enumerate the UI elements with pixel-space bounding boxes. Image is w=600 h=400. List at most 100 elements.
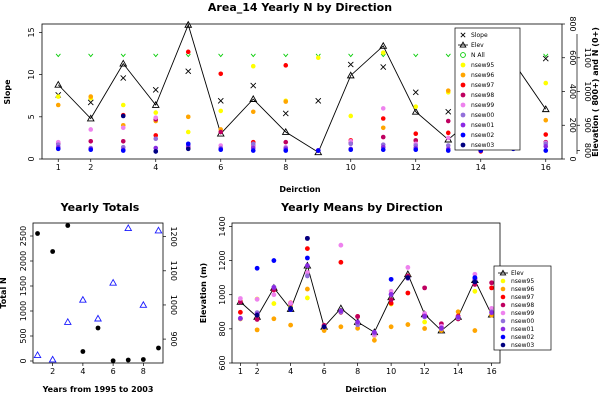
chart-top-point-elev	[346, 71, 355, 79]
chart-top-point-nall	[153, 53, 159, 58]
chart-top-legend-label: nsew99	[471, 102, 494, 109]
chart-means-point-nsew96	[288, 322, 294, 328]
chart-means-point-nsew96	[422, 326, 428, 331]
chart-means-xtick-label: 16	[487, 367, 497, 376]
chart-top-point-nsew98	[218, 129, 224, 135]
chart-top-legend-label: nsew96	[471, 72, 494, 79]
chart-means-point-nsew01	[388, 291, 394, 297]
chart-totals-ytick-label: 500	[19, 328, 28, 343]
chart-means-point-nsew97	[237, 309, 243, 315]
chart-totals-y2tick-label: 1000	[169, 295, 178, 315]
chart-top-point-nsew01	[153, 145, 159, 151]
chart-top-y2label: Elevation ( 800+) and N (0+)	[591, 27, 600, 157]
chart-top-point-slope	[282, 110, 289, 117]
chart-top-point-nsew96	[88, 94, 94, 99]
chart-top-legend-label: Elev	[471, 42, 484, 49]
chart-top-point-nsew99	[88, 127, 94, 132]
chart-top-legend-label: nsew00	[471, 112, 494, 119]
chart-totals-xlabel: Years from 1995 to 2003	[42, 385, 154, 394]
chart-top-legend-marker	[460, 102, 466, 108]
chart-means-point-nsew96	[271, 316, 277, 322]
chart-means-point-nsew03	[321, 324, 327, 330]
chart-top-point-nsew03	[153, 149, 159, 154]
chart-totals-title: Yearly Totals	[60, 201, 140, 214]
chart-means-xtick-label: 10	[386, 367, 396, 376]
chart-top-point-elev	[281, 127, 290, 135]
chart-top-legend-marker	[460, 32, 466, 38]
chart-means-point-nsew96	[355, 325, 361, 331]
chart-means-point-nsew98	[489, 280, 495, 286]
chart-top-point-nsew95	[380, 50, 386, 55]
chart-means-point-nsew96	[371, 337, 377, 343]
chart-top-point-slope	[185, 68, 192, 75]
chart-top-point-nsew98	[413, 138, 419, 143]
chart-top-point-slope	[152, 86, 159, 93]
chart-totals-ytick-label: 0	[19, 358, 28, 363]
chart-means-point-nsew99	[472, 271, 478, 277]
chart-top-point-nsew02	[185, 141, 191, 147]
chart-means-point-nsew01	[422, 313, 428, 319]
chart-means-point-nsew03	[288, 305, 294, 311]
chart-means-legend-label: nsew96	[511, 286, 534, 293]
chart-means-point-nsew98	[355, 314, 361, 319]
chart-top-point-nsew97	[185, 49, 191, 55]
chart-means-point-nsew99	[237, 296, 243, 301]
chart-totals-y2tick-label: 1100	[169, 261, 178, 281]
chart-top-point-nsew02	[543, 148, 549, 153]
chart-top-y3tick-label: 1100	[583, 48, 592, 68]
chart-top-point-nsew02	[413, 147, 419, 153]
chart-totals-ytick-label: 2500	[19, 226, 28, 246]
chart-means-xtick-label: 2	[255, 367, 260, 376]
chart-means-point-nsew99	[489, 305, 495, 311]
chart-means-point-nsew99	[405, 264, 411, 270]
chart-top-legend-marker	[460, 92, 466, 98]
chart-top-y3tick-label: 1000	[583, 81, 592, 101]
chart-top-point-nsew02	[283, 148, 289, 153]
chart-top-xtick-label: 14	[476, 163, 486, 172]
chart-top-point-elev	[379, 41, 388, 49]
chart-means-legend-label: nsew02	[511, 334, 534, 341]
chart-top-point-slope	[412, 89, 419, 96]
chart-top-point-nsew97	[543, 132, 549, 137]
chart-top-point-nall	[348, 53, 354, 58]
chart-top-point-nsew97	[218, 71, 224, 77]
chart-top-point-slope	[315, 97, 322, 104]
chart-means-point-nsew98	[388, 297, 394, 303]
chart-totals-point-triangle	[139, 300, 148, 308]
chart-means-point-nsew95	[271, 301, 277, 306]
chart-means-legend-label: Elev	[511, 270, 524, 277]
chart-top-y2tick-label: 200	[568, 118, 577, 133]
chart-top-point-nsew96	[250, 109, 256, 115]
chart-top-point-nsew02	[445, 148, 451, 153]
chart-means-legend-marker	[500, 302, 506, 308]
chart-top-point-nsew02	[218, 147, 224, 153]
chart-top-point-elev	[151, 100, 160, 108]
chart-top-legend-label: nsew01	[471, 122, 494, 129]
chart-top-legend-label: nsew02	[471, 132, 494, 139]
chart-means-point-nsew01	[338, 308, 344, 314]
chart-means-point-nsew00	[304, 273, 310, 279]
chart-means-point-nsew01	[438, 325, 444, 331]
chart-top-point-nsew02	[120, 148, 126, 153]
chart-top-point-slope	[250, 82, 257, 89]
chart-top-ytick-label: 10	[27, 70, 36, 80]
chart-totals-y2tick-label: 1200	[169, 226, 178, 246]
chart-top-point-slope	[347, 61, 354, 68]
chart-top-point-nsew95	[543, 80, 549, 86]
chart-top-point-elev	[54, 80, 63, 88]
chart-top-point-elev	[249, 94, 258, 102]
chart-means-point-nsew96	[338, 324, 344, 330]
chart-top-point-nsew96	[283, 99, 289, 104]
chart-top-point-nsew95	[413, 104, 419, 109]
chart-means-ylabel: Elevation (m)	[199, 263, 208, 323]
chart-top-legend-marker	[459, 41, 467, 48]
chart-means-legend-label: nsew95	[511, 278, 534, 285]
chart-means-point-nsew95	[304, 295, 310, 301]
chart-top-point-nall	[120, 53, 126, 58]
chart-totals-point-circle	[80, 349, 86, 354]
chart-totals-xtick-label: 6	[111, 367, 116, 376]
chart-top-ytick-label: 0	[27, 156, 36, 161]
chart-top-y3tick-label: 900	[583, 118, 592, 133]
chart-means-point-nsew97	[338, 259, 344, 265]
